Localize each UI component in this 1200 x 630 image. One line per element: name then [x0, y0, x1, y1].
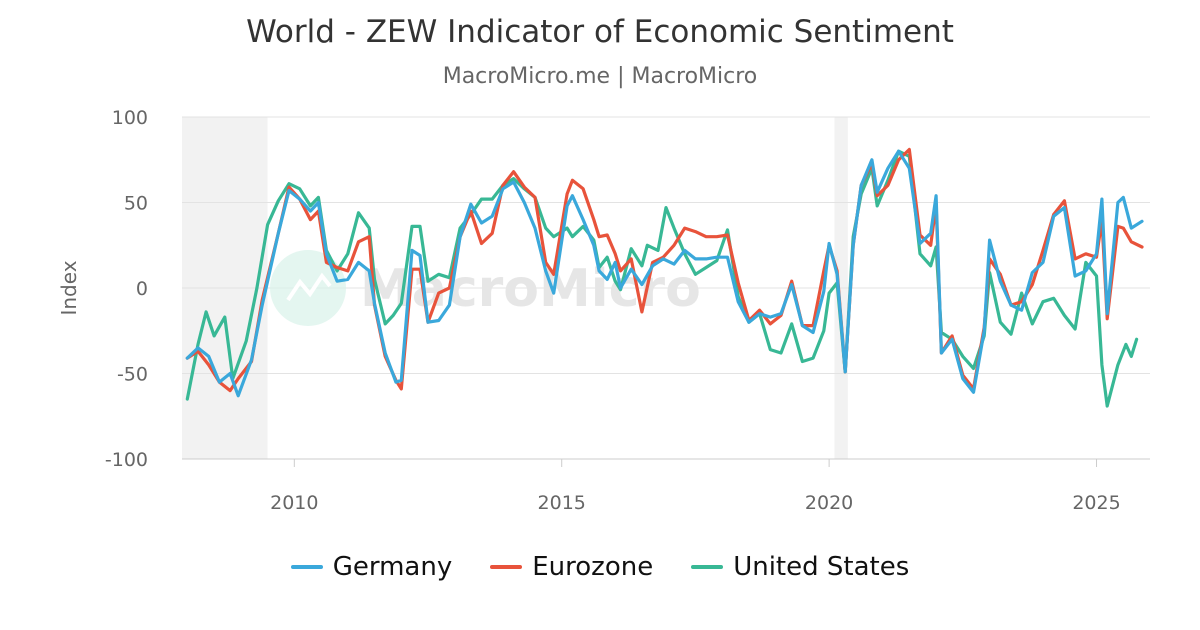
- y-tick-label: -50: [117, 364, 148, 386]
- x-tick-label: 2025: [1072, 492, 1120, 514]
- series[interactable]: [185, 147, 1144, 408]
- legend-swatch: [290, 565, 323, 569]
- chart-title: World - ZEW Indicator of Economic Sentim…: [246, 14, 954, 50]
- x-tick-label: 2010: [270, 492, 318, 514]
- legend-item-united-states[interactable]: United States: [691, 552, 909, 582]
- legend-swatch: [490, 565, 523, 569]
- axes: 100 50 0 -50 -100 2010 2015 2020 2025 Index: [57, 107, 1121, 514]
- legend-item-germany[interactable]: Germany: [290, 552, 453, 582]
- y-tick-label: 50: [124, 193, 148, 215]
- x-tick-label: 2015: [538, 492, 586, 514]
- legend-item-eurozone[interactable]: Eurozone: [490, 552, 653, 582]
- series-line-germany[interactable]: [185, 149, 1144, 398]
- y-tick-label: -100: [105, 449, 148, 471]
- x-tick-label: 2020: [805, 492, 853, 514]
- watermark-logo: [270, 250, 346, 326]
- legend-swatch: [691, 565, 724, 569]
- y-tick-label: 100: [112, 107, 148, 129]
- legend-label: Germany: [332, 552, 453, 582]
- chart-subtitle: MacroMicro.me | MacroMicro: [442, 64, 758, 89]
- y-axis-title: Index: [57, 260, 81, 315]
- watermark-logo-mark: [286, 272, 332, 302]
- legend-label: Eurozone: [532, 552, 654, 582]
- y-tick-label: 0: [136, 278, 148, 300]
- legend: Germany Eurozone United States: [0, 552, 1200, 582]
- legend-label: United States: [733, 552, 910, 582]
